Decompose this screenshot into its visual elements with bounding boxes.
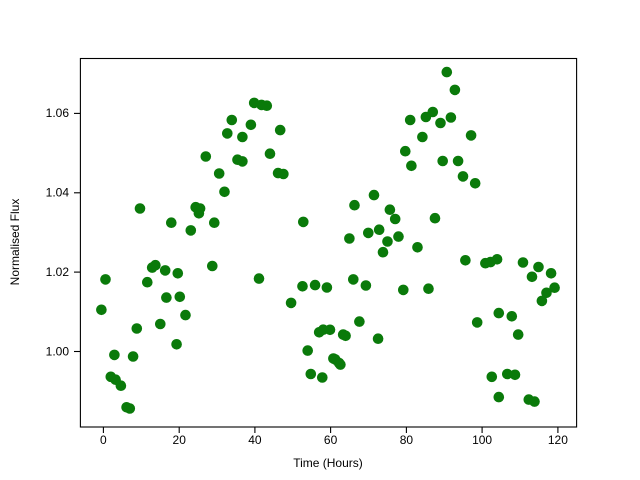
svg-text:120: 120 (548, 433, 568, 447)
svg-text:1.02: 1.02 (46, 265, 70, 279)
svg-text:0: 0 (100, 433, 107, 447)
svg-text:1.04: 1.04 (46, 186, 70, 200)
svg-text:1.00: 1.00 (46, 344, 70, 358)
svg-text:Normalised Flux: Normalised Flux (8, 199, 22, 286)
svg-text:40: 40 (248, 433, 262, 447)
svg-text:20: 20 (173, 433, 187, 447)
svg-text:80: 80 (400, 433, 414, 447)
svg-text:Time (Hours): Time (Hours) (293, 456, 363, 470)
svg-text:1.06: 1.06 (46, 106, 70, 120)
svg-text:100: 100 (472, 433, 492, 447)
svg-text:60: 60 (324, 433, 338, 447)
